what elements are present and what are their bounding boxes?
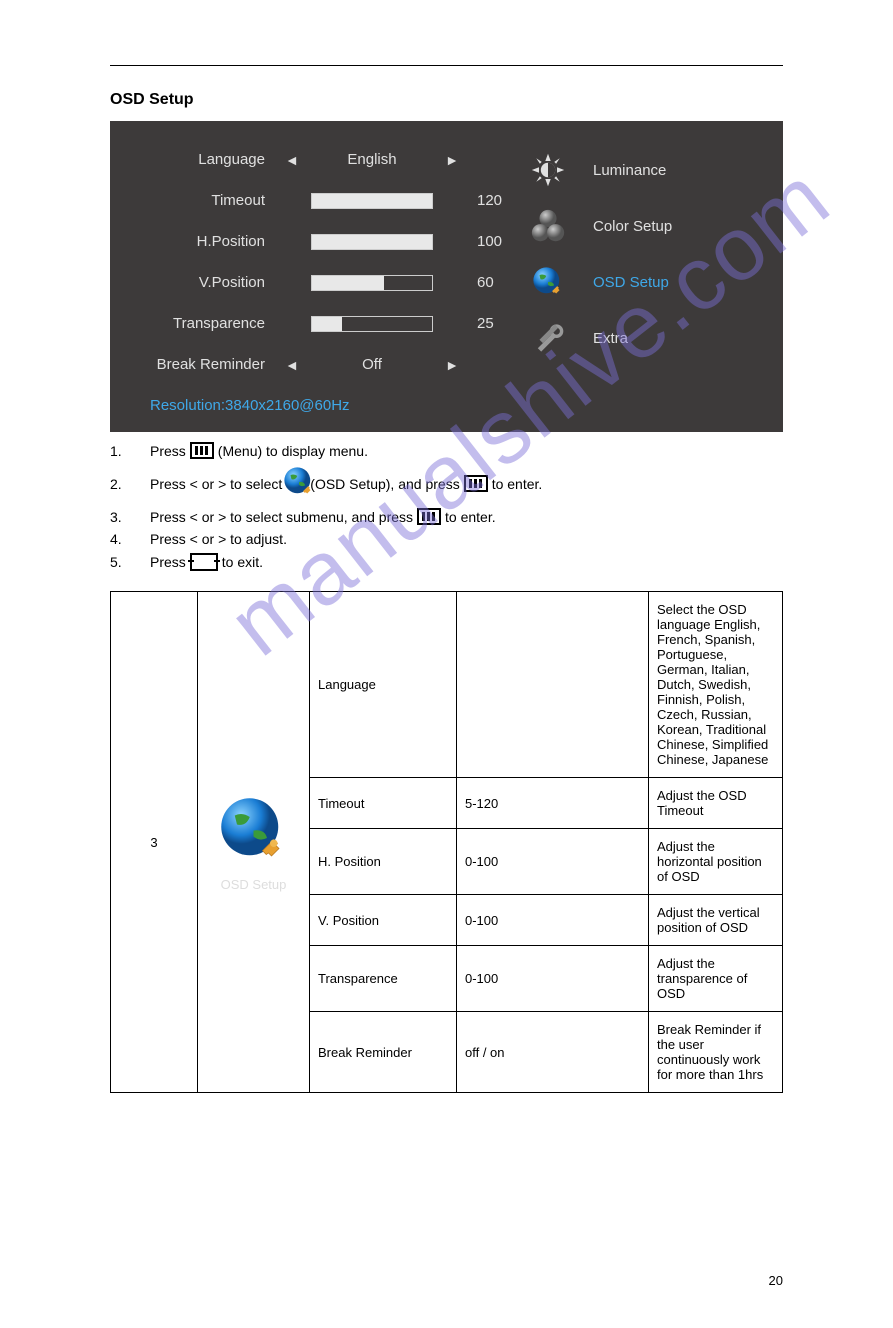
setting-value: 120 (467, 192, 527, 209)
arrow-left-icon[interactable]: ◄ (277, 357, 307, 373)
param-desc: Select the OSD language English, French,… (649, 592, 783, 778)
section-title: OSD Setup (110, 91, 783, 109)
slider-track[interactable] (311, 316, 433, 332)
menu-button-icon (190, 442, 214, 459)
page-number: 20 (110, 1273, 783, 1288)
table-header-label: OSD Setup (206, 877, 301, 892)
slider-track[interactable] (311, 234, 433, 250)
row-number: 3 (150, 835, 157, 850)
instruction-step: 3.Press < or > to select submenu, and pr… (110, 508, 783, 525)
menu-item-osd-setup[interactable]: OSD Setup (523, 263, 753, 301)
setting-value: English (307, 151, 437, 168)
globe-icon (282, 465, 310, 502)
tools-icon (523, 319, 573, 357)
description-table: 3 OSD Setup Language Select the OSD lang… (110, 591, 783, 1093)
menu-label: Luminance (573, 162, 666, 179)
param-name: Language (310, 592, 457, 778)
resolution-text: Resolution:3840x2160@60Hz (135, 397, 758, 414)
setting-value: Off (307, 356, 437, 373)
arrow-right-icon[interactable]: ► (437, 357, 467, 373)
menu-label: Color Setup (573, 218, 672, 235)
instruction-step: 4.Press < or > to adjust. (110, 531, 783, 547)
instruction-step: 2.Press < or > to select (OSD Setup), an… (110, 465, 783, 502)
menu-label: Extra (573, 330, 628, 347)
menu-item-color-setup[interactable]: Color Setup (523, 207, 753, 245)
setting-value: 100 (467, 233, 527, 250)
slider-track[interactable] (311, 193, 433, 209)
arrow-left-icon[interactable]: ◄ (277, 152, 307, 168)
arrow-right-icon[interactable]: ► (437, 152, 467, 168)
osd-panel: Language◄English►Timeout120H.Position100… (110, 121, 783, 432)
menu-button-icon (464, 475, 488, 492)
slider-track[interactable] (311, 275, 433, 291)
setting-label: Language (135, 151, 277, 168)
globe-icon (216, 793, 291, 868)
globe-icon (523, 263, 573, 301)
setting-value: 60 (467, 274, 527, 291)
setting-label: Break Reminder (135, 356, 277, 373)
brightness-icon (523, 151, 573, 189)
setting-label: H.Position (135, 233, 277, 250)
menu-item-extra[interactable]: Extra (523, 319, 753, 357)
setting-label: Timeout (135, 192, 277, 209)
param-range (457, 592, 649, 778)
menu-label: OSD Setup (573, 274, 669, 291)
instruction-step: 1.Press (Menu) to display menu. (110, 442, 783, 459)
instruction-step: 5.Press to exit. (110, 553, 783, 571)
menu-button-icon (417, 508, 441, 525)
instruction-steps: 1.Press (Menu) to display menu. 2.Press <… (110, 442, 783, 571)
auto-button-icon (190, 553, 218, 571)
setting-label: Transparence (135, 315, 277, 332)
menu-item-luminance[interactable]: Luminance (523, 151, 753, 189)
setting-value: 25 (467, 315, 527, 332)
spheres-icon (523, 207, 573, 245)
setting-label: V.Position (135, 274, 277, 291)
